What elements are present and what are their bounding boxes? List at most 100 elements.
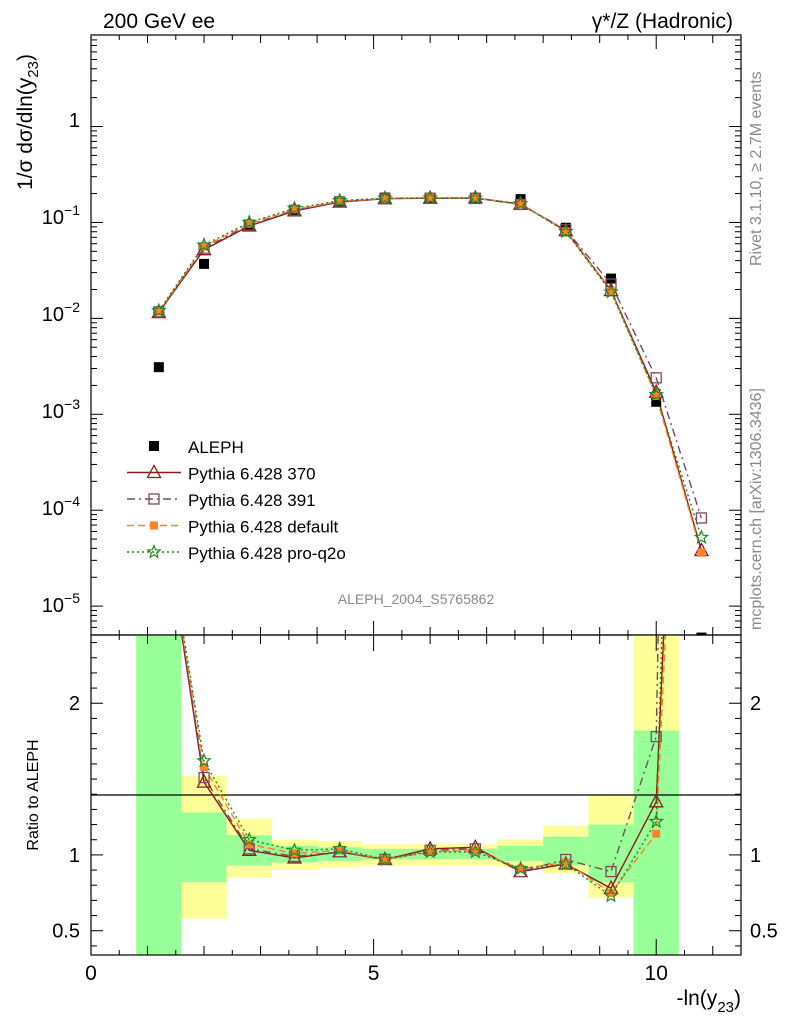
point-aleph: [651, 396, 662, 407]
point-pythia-6-428-default: [561, 227, 570, 236]
ratio-y-tick-label: 0.5: [52, 921, 80, 943]
ratio-point-pythia-6-428-default: [561, 858, 570, 867]
point-pythia-6-428-pro-q2o: [467, 190, 484, 205]
ratio-point-pythia-6-428-370: [241, 841, 257, 857]
point-pythia-6-428-pro-q2o: [286, 200, 303, 216]
ratio-series-markers: [196, 730, 664, 903]
ratio-point-pythia-6-428-391: [605, 865, 617, 878]
ratio-tick-labels: 0.5 0.5 1 1 2 2 0 5 10: [52, 693, 778, 985]
point-pythia-6-428-default: [697, 548, 706, 557]
watermark: ALEPH_2004_S5765862: [338, 591, 495, 607]
ratio-point-pythia-6-428-pro-q2o: [603, 887, 619, 903]
main-panel: 1 10−1 10−2 10−3 10−4 10−5 ALEPH_2004_S5…: [14, 34, 742, 636]
ratio-point-pythia-6-428-pro-q2o: [377, 851, 393, 867]
ratio-point-pythia-6-428-default: [516, 864, 525, 873]
header-right: γ*/Z (Hadronic): [592, 10, 733, 33]
ratio-point-pythia-6-428-pro-q2o: [648, 813, 664, 829]
point-pythia-6-428-default: [426, 193, 435, 202]
legend-label-pythia-6-428-391: Pythia 6.428 391: [188, 491, 316, 510]
point-pythia-6-428-default: [245, 219, 254, 228]
point-pythia-6-428-391: [379, 192, 391, 205]
legend-label-pythia-6-428-default: Pythia 6.428 default: [188, 518, 339, 537]
legend-marker-pythia-6-428-391: [148, 493, 160, 505]
point-aleph: [153, 362, 164, 373]
x-tick-label: 5: [368, 962, 380, 985]
legend-label-aleph: ALEPH: [188, 438, 244, 457]
point-pythia-6-428-default: [335, 197, 344, 206]
point-pythia-6-428-pro-q2o: [422, 189, 438, 205]
mcplots-label: mcplots.cern.ch [arXiv:1306.3436]: [748, 388, 765, 630]
ratio-point-pythia-6-428-391: [650, 730, 662, 743]
ratio-y-tick-label-right: 2: [750, 693, 761, 715]
point-pythia-6-428-pro-q2o: [331, 192, 348, 208]
ratio-point-pythia-6-428-pro-q2o: [196, 752, 212, 768]
uncertainty-band-inner: [497, 845, 544, 861]
y-tick-label-1e-3: 10−3: [42, 396, 80, 423]
ratio-point-pythia-6-428-default: [652, 829, 661, 838]
ratio-y-tick-label-right: 0.5: [750, 921, 778, 943]
point-pythia-6-428-default: [290, 205, 299, 214]
ratio-line-pythia-6-428-391: [181, 635, 659, 873]
x-axis-label: -ln(y23): [676, 987, 741, 1016]
point-pythia-6-428-pro-q2o: [603, 283, 619, 299]
ratio-point-pythia-6-428-pro-q2o: [467, 843, 484, 859]
ratio-point-pythia-6-428-370: [648, 793, 664, 808]
ratio-point-pythia-6-428-pro-q2o: [558, 855, 574, 871]
point-pythia-6-428-391: [153, 306, 165, 318]
ratio-point-pythia-6-428-default: [335, 846, 344, 855]
uncertainty-band-inner: [633, 730, 679, 955]
ratio-point-pythia-6-428-pro-q2o: [512, 860, 529, 876]
ratio-point-pythia-6-428-pro-q2o: [286, 842, 303, 857]
point-pythia-6-428-391: [424, 192, 436, 204]
point-pythia-6-428-pro-q2o: [693, 529, 710, 545]
legend: ALEPH Pythia 6.428 370 Pythia 6.428 391 Pyt…: [127, 438, 346, 563]
ratio-point-pythia-6-428-pro-q2o: [422, 843, 438, 859]
legend-marker-pythia-6-428-370: [146, 464, 162, 479]
uncertainty-band-inner: [588, 824, 634, 883]
legend-marker-aleph: [149, 441, 159, 451]
legend-label-pythia-6-428-pro-q2o: Pythia 6.428 pro-q2o: [188, 544, 346, 563]
point-pythia-6-428-pro-q2o: [196, 236, 212, 252]
ratio-y-tick-label-right: 1: [750, 845, 761, 867]
ratio-point-pythia-6-428-default: [245, 840, 254, 849]
ratio-point-pythia-6-428-default: [380, 855, 389, 864]
point-pythia-6-428-pro-q2o: [558, 223, 574, 239]
ratio-point-pythia-6-428-370: [196, 773, 212, 788]
uncertainty-band-inner: [136, 635, 182, 955]
point-pythia-6-428-391: [695, 512, 708, 524]
point-pythia-6-428-pro-q2o: [241, 214, 257, 230]
x-tick-label: 0: [85, 962, 97, 985]
point-aleph: [199, 258, 210, 269]
y-tick-label-1e-4: 10−4: [42, 493, 80, 520]
ratio-point-pythia-6-428-default: [426, 847, 435, 856]
ratio-axis-ticks: [90, 635, 742, 955]
point-pythia-6-428-pro-q2o: [648, 386, 664, 402]
legend-label-pythia-6-428-370: Pythia 6.428 370: [188, 465, 316, 484]
point-pythia-6-428-default: [380, 194, 389, 203]
x-tick-label: 10: [645, 962, 668, 985]
ratio-frame: [90, 634, 742, 956]
y-tick-label-1e-1: 10−1: [42, 202, 80, 229]
ratio-point-pythia-6-428-default: [607, 888, 615, 897]
ratio-y-label: Ratio to ALEPH: [25, 739, 42, 850]
point-pythia-6-428-391: [514, 198, 527, 211]
point-pythia-6-428-391: [650, 372, 662, 384]
point-pythia-6-428-default: [471, 193, 480, 202]
point-aleph: [696, 632, 707, 635]
legend-marker-pythia-6-428-pro-q2o: [146, 543, 162, 559]
ratio-point-pythia-6-428-default: [471, 846, 480, 855]
y-tick-label-1e-2: 10−2: [42, 299, 80, 326]
series-line-pythia-6-428-pro-q2o: [158, 197, 703, 538]
rivet-label: Rivet 3.1.10, ≥ 2.7M events: [748, 71, 765, 266]
main-series-markers: [150, 189, 710, 635]
ratio-point-pythia-6-428-pro-q2o: [331, 840, 348, 856]
ratio-y-tick-label: 1: [69, 845, 80, 867]
ratio-panel: 0.5 0.5 1 1 2 2 0 5 10 Ratio to ALEPH -ln(y23): [25, 634, 778, 1016]
y-tick-label-1: 1: [69, 110, 80, 132]
main-y-label: 1/σ dσ/dln(y23): [14, 54, 42, 190]
ratio-point-pythia-6-428-391: [198, 771, 210, 784]
y-tick-label-1e-5: 10−5: [42, 590, 80, 617]
main-axis-ticks: [90, 34, 742, 635]
point-pythia-6-428-pro-q2o: [377, 190, 393, 205]
